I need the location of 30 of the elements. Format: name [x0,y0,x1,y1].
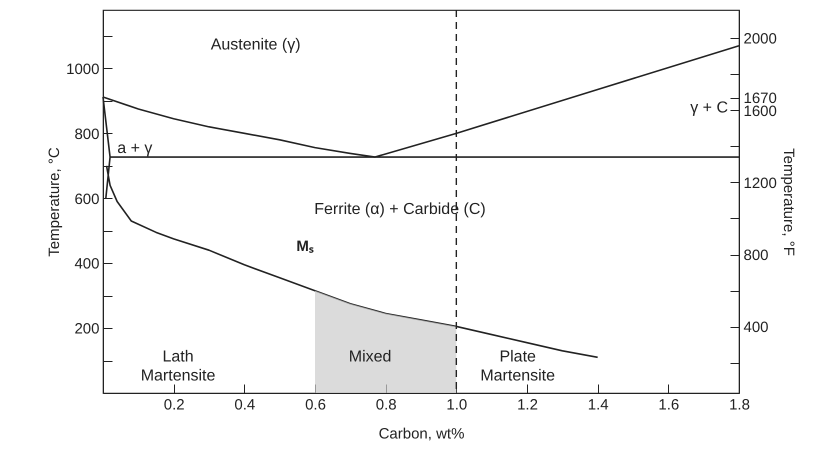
x-tick-label: 1.4 [588,396,609,414]
y-tick-label: 400 [74,256,100,273]
x-tick-label: 1.0 [446,396,468,414]
x-tick-label: 1.8 [729,396,750,414]
y-tick-label: 600 [74,190,100,208]
annotation: Lath Martensite [140,348,216,385]
annotation: Austenite (γ) [210,36,301,54]
x-tick-label: 1.6 [658,396,680,414]
x-tick-label: 0.8 [376,396,397,414]
y2-tick-label: 1200 [744,174,777,192]
x-tick-label: 0.2 [164,396,185,414]
y-tick-label: 200 [74,320,100,338]
x-tick-label: 1.2 [517,396,538,414]
annotation: Plate Martensite [480,348,556,385]
y-tick-label: 1000 [66,60,100,78]
x-tick-label: 0.4 [234,396,256,414]
y2-axis-title: Temperature, °F [780,148,797,256]
x-axis-title: Carbon, wt% [378,426,464,442]
y-tick-label: 800 [74,126,100,143]
x-tick-label: 0.6 [305,396,326,414]
y2-tick-label: 1600 [744,102,777,120]
y-axis-title: Temperature, °C [46,147,64,257]
annotation: Mixed [348,348,392,366]
annotation: γ + C [690,100,728,117]
annotation: Mₛ [296,238,314,255]
annotation: Ferrite (α) + Carbide (C) [314,201,486,218]
y2-tick-label: 800 [744,247,769,264]
y2-tick-label: 400 [744,319,769,336]
annotation: a + γ [117,140,152,157]
y2-tick-label: 2000 [744,30,777,48]
